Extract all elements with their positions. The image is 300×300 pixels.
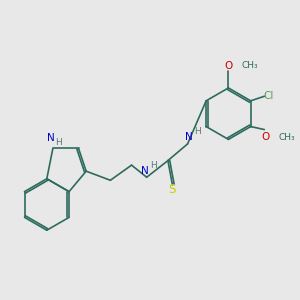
Text: CH₃: CH₃ bbox=[279, 133, 295, 142]
Text: H: H bbox=[194, 127, 201, 136]
Text: N: N bbox=[141, 166, 149, 176]
Text: N: N bbox=[47, 133, 55, 143]
Text: Cl: Cl bbox=[264, 91, 274, 101]
Text: S: S bbox=[169, 183, 176, 196]
Text: O: O bbox=[262, 132, 270, 142]
Text: N: N bbox=[185, 132, 193, 142]
Text: O: O bbox=[224, 61, 232, 71]
Text: CH₃: CH₃ bbox=[241, 61, 258, 70]
Text: H: H bbox=[150, 160, 157, 169]
Text: H: H bbox=[56, 138, 62, 147]
